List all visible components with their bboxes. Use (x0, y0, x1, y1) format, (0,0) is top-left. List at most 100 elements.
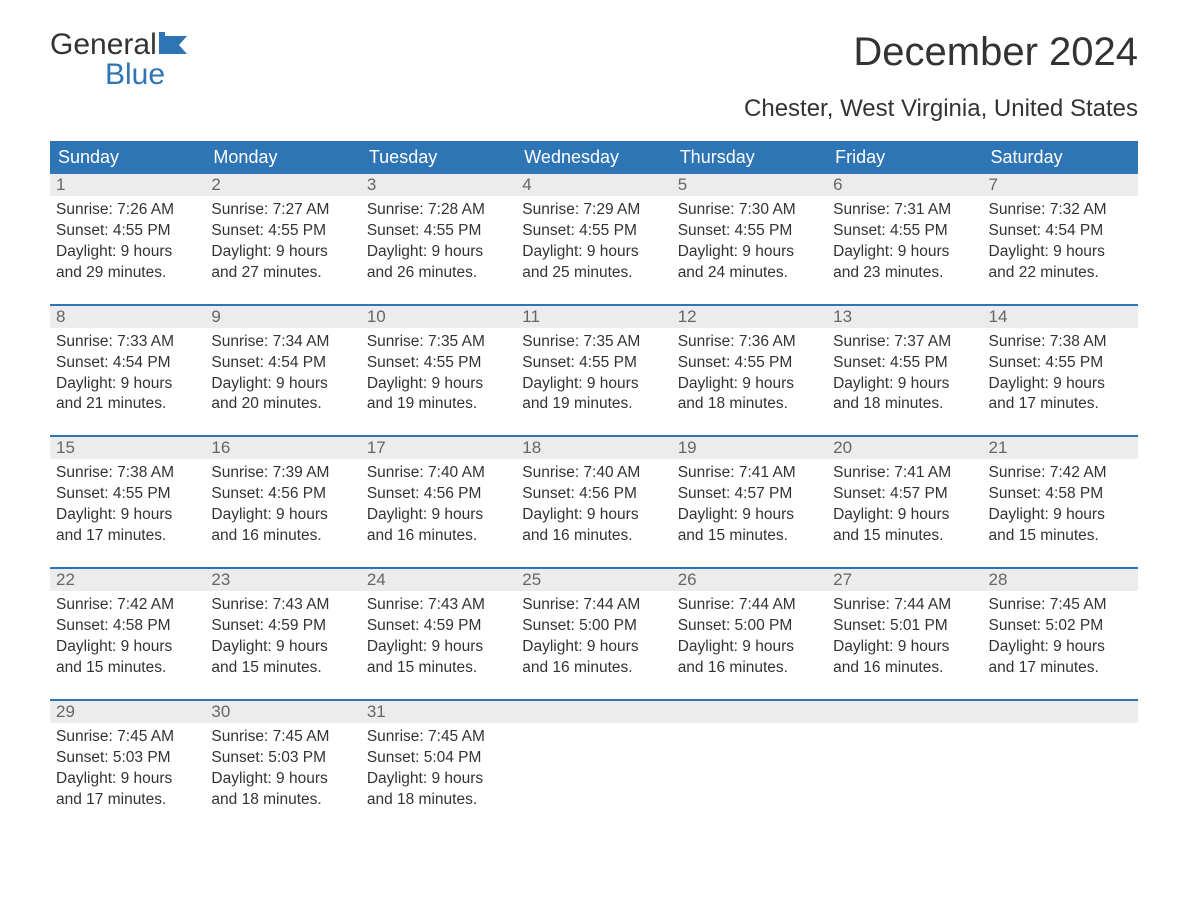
day-d1: Daylight: 9 hours (56, 637, 199, 658)
day-d1: Daylight: 9 hours (989, 374, 1132, 395)
day-number: 26 (672, 569, 827, 591)
calendar-day (516, 701, 671, 813)
day-sr: Sunrise: 7:45 AM (211, 727, 354, 748)
day-d1: Daylight: 9 hours (367, 637, 510, 658)
day-sr: Sunrise: 7:32 AM (989, 200, 1132, 221)
day-d2: and 18 minutes. (367, 790, 510, 811)
day-body: Sunrise: 7:40 AMSunset: 4:56 PMDaylight:… (361, 459, 516, 549)
calendar-day: 2Sunrise: 7:27 AMSunset: 4:55 PMDaylight… (205, 174, 360, 286)
calendar-day: 8Sunrise: 7:33 AMSunset: 4:54 PMDaylight… (50, 306, 205, 418)
day-sr: Sunrise: 7:37 AM (833, 332, 976, 353)
day-ss: Sunset: 4:55 PM (833, 353, 976, 374)
calendar-day: 16Sunrise: 7:39 AMSunset: 4:56 PMDayligh… (205, 437, 360, 549)
calendar-day: 11Sunrise: 7:35 AMSunset: 4:55 PMDayligh… (516, 306, 671, 418)
day-body: Sunrise: 7:31 AMSunset: 4:55 PMDaylight:… (827, 196, 982, 286)
day-d1: Daylight: 9 hours (211, 637, 354, 658)
day-number: 28 (983, 569, 1138, 591)
day-d2: and 27 minutes. (211, 263, 354, 284)
day-sr: Sunrise: 7:40 AM (367, 463, 510, 484)
day-d1: Daylight: 9 hours (56, 769, 199, 790)
day-number (827, 701, 982, 723)
calendar-day (983, 701, 1138, 813)
day-d1: Daylight: 9 hours (989, 505, 1132, 526)
day-number: 11 (516, 306, 671, 328)
calendar-day: 4Sunrise: 7:29 AMSunset: 4:55 PMDaylight… (516, 174, 671, 286)
header-row: General Blue December 2024 (50, 30, 1138, 90)
calendar-day: 28Sunrise: 7:45 AMSunset: 5:02 PMDayligh… (983, 569, 1138, 681)
day-header-sun: Sunday (50, 141, 205, 174)
day-d2: and 17 minutes. (989, 658, 1132, 679)
day-d2: and 19 minutes. (367, 394, 510, 415)
day-number: 18 (516, 437, 671, 459)
weeks-container: 1Sunrise: 7:26 AMSunset: 4:55 PMDaylight… (50, 174, 1138, 812)
day-ss: Sunset: 5:02 PM (989, 616, 1132, 637)
day-sr: Sunrise: 7:44 AM (833, 595, 976, 616)
day-number: 1 (50, 174, 205, 196)
day-d1: Daylight: 9 hours (211, 769, 354, 790)
day-d2: and 24 minutes. (678, 263, 821, 284)
calendar-day: 21Sunrise: 7:42 AMSunset: 4:58 PMDayligh… (983, 437, 1138, 549)
day-number: 30 (205, 701, 360, 723)
day-body: Sunrise: 7:41 AMSunset: 4:57 PMDaylight:… (827, 459, 982, 549)
day-number (983, 701, 1138, 723)
calendar-day: 15Sunrise: 7:38 AMSunset: 4:55 PMDayligh… (50, 437, 205, 549)
week-row: 22Sunrise: 7:42 AMSunset: 4:58 PMDayligh… (50, 567, 1138, 681)
day-d1: Daylight: 9 hours (522, 637, 665, 658)
day-body: Sunrise: 7:33 AMSunset: 4:54 PMDaylight:… (50, 328, 205, 418)
day-header-row: Sunday Monday Tuesday Wednesday Thursday… (50, 141, 1138, 174)
day-sr: Sunrise: 7:44 AM (522, 595, 665, 616)
day-d1: Daylight: 9 hours (56, 242, 199, 263)
day-number: 21 (983, 437, 1138, 459)
day-d1: Daylight: 9 hours (833, 505, 976, 526)
calendar-day: 19Sunrise: 7:41 AMSunset: 4:57 PMDayligh… (672, 437, 827, 549)
day-d2: and 16 minutes. (833, 658, 976, 679)
day-body: Sunrise: 7:44 AMSunset: 5:00 PMDaylight:… (516, 591, 671, 681)
day-sr: Sunrise: 7:43 AM (211, 595, 354, 616)
day-body: Sunrise: 7:32 AMSunset: 4:54 PMDaylight:… (983, 196, 1138, 286)
day-ss: Sunset: 4:55 PM (522, 353, 665, 374)
day-d1: Daylight: 9 hours (678, 242, 821, 263)
day-d1: Daylight: 9 hours (367, 242, 510, 263)
day-body: Sunrise: 7:38 AMSunset: 4:55 PMDaylight:… (50, 459, 205, 549)
day-d2: and 15 minutes. (367, 658, 510, 679)
day-d2: and 22 minutes. (989, 263, 1132, 284)
day-number: 15 (50, 437, 205, 459)
day-sr: Sunrise: 7:39 AM (211, 463, 354, 484)
day-sr: Sunrise: 7:45 AM (367, 727, 510, 748)
day-d2: and 15 minutes. (678, 526, 821, 547)
day-number (516, 701, 671, 723)
day-number: 6 (827, 174, 982, 196)
day-sr: Sunrise: 7:38 AM (989, 332, 1132, 353)
calendar-day: 31Sunrise: 7:45 AMSunset: 5:04 PMDayligh… (361, 701, 516, 813)
day-sr: Sunrise: 7:42 AM (56, 595, 199, 616)
day-number: 23 (205, 569, 360, 591)
calendar-day: 22Sunrise: 7:42 AMSunset: 4:58 PMDayligh… (50, 569, 205, 681)
day-number: 29 (50, 701, 205, 723)
day-body: Sunrise: 7:42 AMSunset: 4:58 PMDaylight:… (983, 459, 1138, 549)
calendar-day: 17Sunrise: 7:40 AMSunset: 4:56 PMDayligh… (361, 437, 516, 549)
calendar-day: 1Sunrise: 7:26 AMSunset: 4:55 PMDaylight… (50, 174, 205, 286)
day-ss: Sunset: 4:55 PM (367, 353, 510, 374)
calendar-day: 7Sunrise: 7:32 AMSunset: 4:54 PMDaylight… (983, 174, 1138, 286)
day-d2: and 16 minutes. (367, 526, 510, 547)
calendar-day (672, 701, 827, 813)
day-d2: and 16 minutes. (522, 526, 665, 547)
calendar-day (827, 701, 982, 813)
day-sr: Sunrise: 7:41 AM (833, 463, 976, 484)
calendar: Sunday Monday Tuesday Wednesday Thursday… (50, 141, 1138, 812)
day-header-thu: Thursday (672, 141, 827, 174)
day-number: 10 (361, 306, 516, 328)
calendar-day: 9Sunrise: 7:34 AMSunset: 4:54 PMDaylight… (205, 306, 360, 418)
day-ss: Sunset: 5:04 PM (367, 748, 510, 769)
day-number: 4 (516, 174, 671, 196)
day-ss: Sunset: 4:55 PM (211, 221, 354, 242)
day-ss: Sunset: 4:55 PM (522, 221, 665, 242)
day-d2: and 15 minutes. (211, 658, 354, 679)
calendar-day: 25Sunrise: 7:44 AMSunset: 5:00 PMDayligh… (516, 569, 671, 681)
week-row: 1Sunrise: 7:26 AMSunset: 4:55 PMDaylight… (50, 174, 1138, 286)
day-body: Sunrise: 7:45 AMSunset: 5:02 PMDaylight:… (983, 591, 1138, 681)
day-number: 22 (50, 569, 205, 591)
calendar-day: 13Sunrise: 7:37 AMSunset: 4:55 PMDayligh… (827, 306, 982, 418)
day-ss: Sunset: 4:59 PM (211, 616, 354, 637)
day-number: 14 (983, 306, 1138, 328)
